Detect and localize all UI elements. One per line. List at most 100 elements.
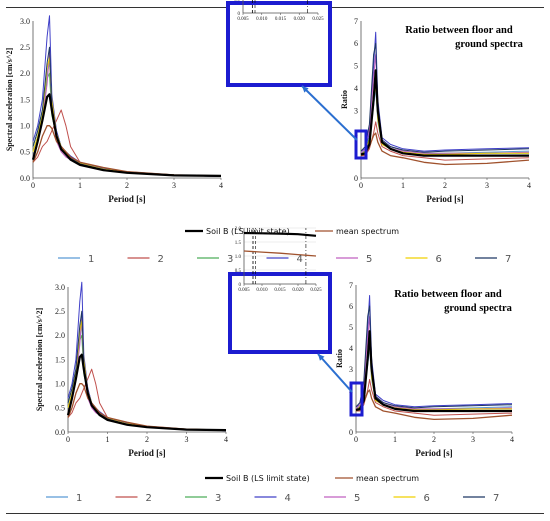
x-tick-label: 3 bbox=[185, 435, 189, 444]
series-line-soil-b-ls-limit-state- bbox=[355, 330, 512, 413]
x-tick-label: 0.005 bbox=[237, 17, 249, 22]
legend-label-2: 2 bbox=[158, 254, 164, 265]
y-tick-label: 6 bbox=[354, 39, 358, 48]
series-line-3 bbox=[32, 72, 222, 177]
legend-label-5: 5 bbox=[354, 493, 360, 504]
x-tick-label: 0.005 bbox=[238, 288, 250, 293]
y-tick-label: 5 bbox=[354, 62, 358, 71]
chart-title-line1: Ratio between floor and bbox=[405, 25, 513, 36]
legend-label-5: 5 bbox=[366, 254, 372, 265]
y-tick-label: 6 bbox=[349, 302, 353, 311]
legend-label-soil: Soil B (LS limit state) bbox=[206, 227, 290, 236]
y-tick-label: 2.5 bbox=[55, 307, 65, 316]
y-tick-label: 1.5 bbox=[20, 95, 30, 104]
series-line-soil-b-ls-limit-state- bbox=[66, 353, 227, 432]
series-line-soil-b-ls-limit-state- bbox=[360, 69, 529, 157]
y-tick-label: 4 bbox=[349, 344, 353, 353]
x-tick-label: 2 bbox=[145, 435, 149, 444]
x-tick-label: 0 bbox=[359, 181, 363, 190]
y-tick-label: 0 bbox=[239, 283, 242, 288]
series-line-mean-spectrum bbox=[243, 250, 317, 257]
chart-title-line1: Ratio between floor and bbox=[394, 289, 502, 300]
y-tick-label: 0.5 bbox=[20, 148, 30, 157]
y-axis-label: Ratio bbox=[340, 90, 349, 109]
series-line-5 bbox=[360, 54, 530, 154]
y-tick-label: 1.0 bbox=[20, 121, 30, 130]
series-line-5 bbox=[355, 316, 513, 410]
chart-title-line2: ground spectra bbox=[455, 39, 524, 50]
series-line-7 bbox=[32, 46, 222, 177]
legend-label-6: 6 bbox=[424, 493, 430, 504]
legend-label-1: 1 bbox=[76, 493, 82, 504]
bottom-arrow-head bbox=[318, 354, 325, 361]
legend-label-4: 4 bbox=[297, 254, 303, 265]
top-zoom-box bbox=[354, 129, 368, 160]
y-tick-label: 1.0 bbox=[55, 379, 65, 388]
legend-label-1: 1 bbox=[88, 254, 94, 265]
x-tick-label: 0.010 bbox=[256, 288, 268, 293]
y-tick-label: 5 bbox=[349, 323, 353, 332]
legend-label-7: 7 bbox=[505, 254, 511, 265]
x-tick-label: 1 bbox=[106, 435, 110, 444]
x-tick-label: 0.020 bbox=[294, 17, 306, 22]
legend-label-4: 4 bbox=[285, 493, 291, 504]
series-line-3 bbox=[67, 334, 227, 432]
series-line-soil-b-ls-limit-state- bbox=[31, 93, 222, 177]
chart-title-line2: ground spectra bbox=[444, 303, 513, 314]
x-tick-label: 3 bbox=[485, 181, 489, 190]
x-tick-label: 0 bbox=[66, 435, 70, 444]
y-tick-label: 3.0 bbox=[55, 283, 65, 292]
y-tick-label: 7 bbox=[354, 17, 358, 26]
y-axis-label: Ratio bbox=[335, 349, 344, 368]
y-tick-label: 2.5 bbox=[20, 43, 30, 52]
top-arrow-head bbox=[302, 86, 309, 93]
y-tick-label: 0.5 bbox=[235, 269, 242, 274]
series-line-7 bbox=[355, 305, 513, 409]
series-line-3 bbox=[355, 337, 512, 410]
series-line-5 bbox=[32, 51, 222, 177]
x-axis-label: Period [s] bbox=[426, 194, 463, 204]
series-line-soil-b-ls-limit-state- bbox=[243, 231, 317, 237]
series-line-2 bbox=[67, 368, 227, 431]
y-tick-label: 4 bbox=[354, 84, 358, 93]
bottom-rule bbox=[6, 513, 544, 514]
y-tick-label: 0.5 bbox=[55, 404, 65, 413]
y-tick-label: 2.0 bbox=[55, 331, 65, 340]
x-tick-label: 0.025 bbox=[310, 288, 322, 293]
y-tick-label: 2.0 bbox=[20, 69, 30, 78]
x-tick-label: 1 bbox=[78, 181, 82, 190]
legend-top: Soil B (LS limit state) mean spectrum 1 2 3 4… bbox=[58, 227, 511, 265]
y-tick-label: 1.0 bbox=[235, 255, 242, 260]
top-inset-frame bbox=[226, 1, 332, 87]
series-line-2 bbox=[32, 109, 222, 177]
x-tick-label: 4 bbox=[224, 435, 228, 444]
x-tick-label: 4 bbox=[219, 181, 223, 190]
series-line-2 bbox=[361, 121, 530, 161]
bottom-left-chart: 0 1 2 3 4 0.0 0.5 1.0 1.5 2.0 2.5 3.0 Period [s] Spec… bbox=[35, 281, 228, 458]
y-tick-label: 1.5 bbox=[235, 241, 242, 246]
y-tick-label: 2.0 bbox=[235, 227, 242, 232]
x-tick-label: 1 bbox=[401, 181, 405, 190]
x-tick-label: 4 bbox=[527, 181, 531, 190]
series-line-6 bbox=[67, 320, 227, 431]
x-tick-label: 0.015 bbox=[275, 17, 287, 22]
bottom-zoom-arrow bbox=[317, 353, 353, 393]
y-axis-label: Spectral acceleration [cm/s^2] bbox=[35, 308, 44, 412]
y-tick-label: 3 bbox=[354, 107, 358, 116]
top-zoom-arrow bbox=[301, 85, 358, 141]
series-line-5 bbox=[67, 315, 227, 432]
x-tick-label: 0.015 bbox=[274, 288, 286, 293]
x-tick-label: 3 bbox=[471, 435, 475, 444]
y-tick-label: 3.0 bbox=[20, 17, 30, 26]
y-tick-label: 0 bbox=[354, 174, 358, 183]
legend-label-7: 7 bbox=[493, 493, 499, 504]
legend-label-mean: mean spectrum bbox=[356, 474, 419, 483]
x-tick-label: 1 bbox=[393, 435, 397, 444]
y-axis-label: Spectral acceleration [cm/s^2] bbox=[5, 48, 14, 152]
y-tick-label: 0 bbox=[349, 428, 353, 437]
x-tick-label: 0 bbox=[354, 435, 358, 444]
